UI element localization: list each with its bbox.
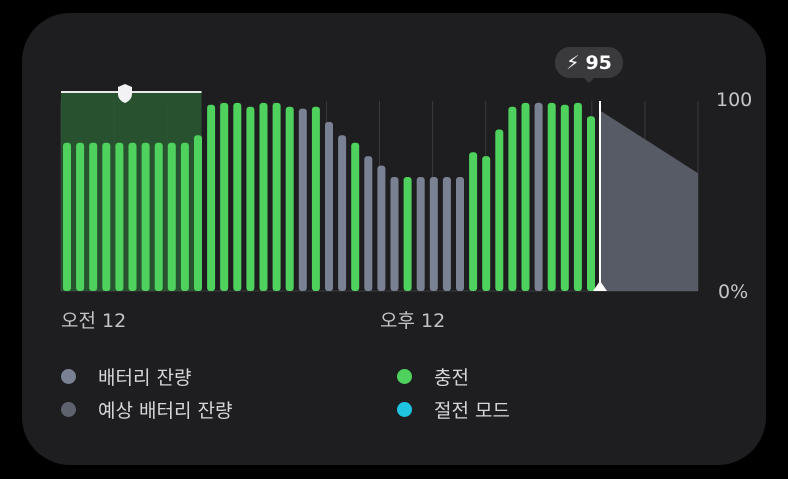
legend-battery: 배터리 잔량 (61, 363, 191, 390)
chart-bar (469, 152, 478, 291)
current-level-badge: ⚡ 95 (555, 47, 623, 78)
chart-bar (364, 156, 373, 291)
chart-bar (207, 104, 216, 291)
chart-bar (76, 142, 85, 291)
shield-icon (118, 84, 132, 103)
chart-bar (390, 177, 399, 291)
chart-bar (63, 142, 71, 291)
y-tick-bottom: 0% (718, 281, 749, 303)
chart-bar (573, 102, 582, 292)
chart-bar (495, 129, 504, 291)
legend-label: 충전 (434, 367, 469, 389)
chart-bar (180, 142, 189, 291)
chart-bar (377, 165, 386, 291)
predicted-area (600, 110, 698, 291)
chart-bar (89, 142, 98, 291)
chart-bar (233, 102, 242, 292)
chart-bar (547, 102, 556, 292)
chart-bar (325, 121, 333, 292)
legend-label: 절전 모드 (434, 400, 510, 422)
y-tick-top: 100 (716, 89, 753, 111)
chart-bar (272, 102, 281, 292)
chart-bar (246, 106, 255, 291)
legend-dot (61, 402, 76, 417)
current-marker-arrow (593, 281, 607, 291)
legend-label: 예상 배터리 잔량 (98, 400, 233, 422)
chart-bar (351, 142, 360, 291)
chart-bar (141, 142, 150, 291)
chart-bar (220, 102, 229, 292)
chart-bar (338, 135, 347, 291)
legend-dot (397, 369, 412, 384)
chart-bar (259, 102, 268, 292)
chart-bar (482, 156, 491, 291)
chart-bar (102, 142, 111, 291)
legend-dot (61, 369, 76, 384)
chart-bar (587, 116, 595, 291)
badge-pointer (583, 77, 595, 83)
legend-charging: 충전 (397, 363, 469, 390)
chart-bar (298, 108, 307, 291)
x-tick-pm12: 오후 12 (380, 310, 446, 332)
chart-bar (285, 106, 294, 291)
chart-bar (416, 177, 425, 291)
chart-bar (403, 177, 412, 291)
chart-bar (456, 177, 464, 291)
chart-bar (167, 142, 176, 291)
lightning-icon: ⚡ (566, 51, 580, 74)
chart-bar (115, 142, 124, 291)
chart-bar (194, 135, 202, 291)
legend-dot (397, 402, 412, 417)
chart-bar (534, 102, 543, 292)
chart-bar (154, 142, 163, 291)
legend-label: 배터리 잔량 (98, 367, 192, 389)
legend-power-saving: 절전 모드 (397, 396, 510, 423)
chart-bar (521, 102, 530, 292)
chart-bar (128, 142, 137, 291)
chart-bar (442, 177, 451, 291)
current-level-value: 95 (585, 51, 612, 74)
chart-bar (311, 106, 320, 291)
chart-bar (508, 106, 517, 291)
chart-bar (560, 104, 569, 291)
chart-bar (429, 177, 438, 291)
legend-predicted: 예상 배터리 잔량 (61, 396, 232, 423)
x-tick-am12: 오전 12 (61, 310, 127, 332)
